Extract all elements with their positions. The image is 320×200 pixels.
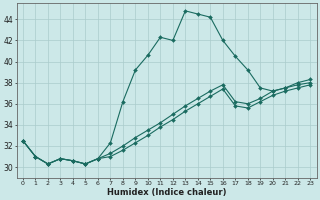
X-axis label: Humidex (Indice chaleur): Humidex (Indice chaleur) bbox=[107, 188, 226, 197]
